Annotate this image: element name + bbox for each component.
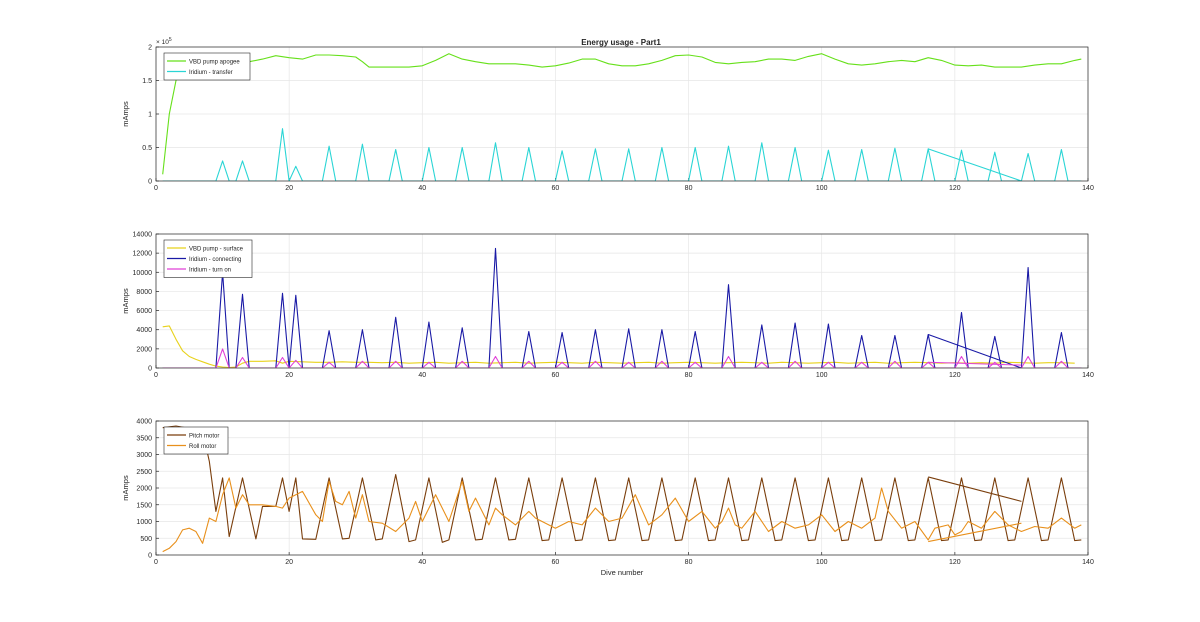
x-tick-label: 0 [154,372,158,379]
legend-label-pitch-motor: Pitch motor [189,433,219,439]
x-tick-label: 100 [816,185,828,192]
y-axis-label: mAmps [121,288,130,314]
y-tick-label: 0 [148,179,152,186]
y-tick-label: 4000 [136,419,152,426]
y-tick-label: 500 [140,536,152,543]
y-tick-label: 8000 [136,289,152,296]
x-tick-label: 0 [154,185,158,192]
x-tick-label: 20 [285,185,293,192]
x-tick-label: 120 [949,559,961,566]
series-group [162,53,1082,181]
y-tick-label: 0 [148,366,152,373]
y-tick-label: 4000 [136,327,152,334]
series-group [162,247,1082,368]
y-tick-label: 12000 [133,251,153,258]
y-tick-label: 1000 [136,519,152,526]
x-tick-label: 80 [685,559,693,566]
x-tick-label: 40 [418,372,426,379]
series-segment-iridium-turn-on [928,361,1022,366]
legend-label-vbd-pump-apogee: VBD pump apogee [189,59,240,65]
y-exponent-power: 5 [169,37,172,43]
x-tick-label: 140 [1082,559,1094,566]
y-tick-label: 10000 [133,270,153,277]
axes-middle-iridium: 0 20 40 60 80 100 120 140 0 2000 4000 6000 8000 10000… [121,232,1094,380]
series-segment-roll-motor [928,522,1022,543]
y-tick-label: 14000 [133,232,153,239]
y-tick-label: 1500 [136,502,152,509]
x-tick-label: 100 [816,559,828,566]
x-tick-label: 120 [949,372,961,379]
x-tick-label: 100 [816,372,828,379]
y-tick-label: 2 [148,45,152,52]
y-axis-label: mAmps [121,101,130,127]
series-line-vbd-pump-surface [162,325,1075,368]
x-tick-label: 20 [285,559,293,566]
legend-label-roll-motor: Roll motor [189,444,216,450]
axes-frame [155,233,1089,369]
y-tick-label: 0.5 [142,145,152,152]
x-tick-label: 120 [949,185,961,192]
legend-label-iridium-transfer: Iridium - transfer [189,70,233,76]
legend-box [163,426,229,455]
legend-box [163,52,251,81]
x-tick-label: 60 [552,559,560,566]
figure-title: Energy usage - Part1 [581,38,661,47]
x-tick-label: 140 [1082,185,1094,192]
y-tick-label: 0 [148,553,152,560]
y-tick-label: 2000 [136,346,152,353]
x-axis-label: Dive number [601,568,644,577]
x-tick-label: 60 [552,372,560,379]
x-tick-label: 20 [285,372,293,379]
series-segment-iridium-connecting [928,333,1022,368]
y-tick-label: 3500 [136,435,152,442]
series-line-iridium-connecting [162,247,1082,368]
series-line-vbd-pump-apogee [162,53,1082,175]
y-tick-label: 3000 [136,452,152,459]
y-axis-label: mAmps [121,475,130,501]
plot-area [156,234,1088,368]
x-tick-label: 60 [552,185,560,192]
legend-label-iridium-connecting: Iridium - connecting [189,257,241,263]
y-exponent-label: × 105 [156,37,172,46]
axes-frame [155,46,1089,182]
series-line-pitch-motor [162,425,1082,543]
x-tick-label: 80 [685,185,693,192]
series-line-iridium-transfer [162,128,1082,181]
y-tick-label: 1 [148,112,152,119]
axes-frame [155,420,1089,556]
series-segment-pitch-motor [928,476,1022,502]
y-tick-label: 6000 [136,308,152,315]
series-line-iridium-turn-on [162,348,1082,368]
y-tick-label: 2500 [136,469,152,476]
axes-bottom-motors: 0 20 40 60 80 100 120 140 0 500 1000 1500 2000 2500 30… [121,419,1094,578]
legend-label-iridium-turn-on: Iridium - turn on [189,267,231,273]
x-tick-label: 140 [1082,372,1094,379]
series-group [162,425,1082,553]
series-segment-iridium-transfer [928,148,1022,181]
axes-top-energy: 0 20 40 60 80 100 120 140 0 0.5 1 1.5 2 mAmps × 105 VBD… [121,37,1094,192]
y-tick-label: 1.5 [142,78,152,85]
x-tick-label: 0 [154,559,158,566]
x-tick-label: 40 [418,185,426,192]
x-tick-label: 80 [685,372,693,379]
series-line-roll-motor [162,477,1082,553]
legend-label-vbd-pump-surface: VBD pump - surface [189,246,244,252]
x-tick-label: 40 [418,559,426,566]
y-tick-label: 2000 [136,486,152,493]
